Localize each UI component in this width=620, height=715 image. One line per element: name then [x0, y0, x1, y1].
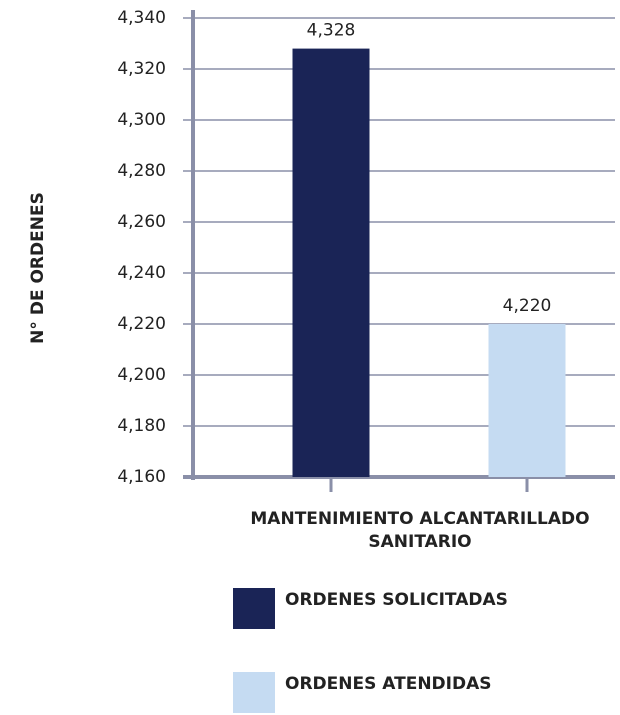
y-tick-label: 4,280 [117, 161, 166, 181]
bar [292, 48, 370, 477]
legend-swatch [233, 588, 275, 629]
y-tick-label: 4,160 [117, 467, 166, 487]
legend-swatch [233, 672, 275, 713]
legend-label: ORDENES SOLICITADAS [285, 590, 508, 610]
value-label: 4,220 [503, 296, 552, 316]
y-tick-label: 4,240 [117, 263, 166, 283]
y-tick-label: 4,220 [117, 314, 166, 334]
y-tick-label: 4,340 [117, 8, 166, 28]
y-tick-label: 4,200 [117, 365, 166, 385]
y-tick-label: 4,300 [117, 110, 166, 130]
y-tick-label: 4,260 [117, 212, 166, 232]
y-tick-label: 4,320 [117, 59, 166, 79]
bar [488, 324, 566, 477]
legend-label: ORDENES ATENDIDAS [285, 674, 492, 694]
y-axis-label: N° DE ORDENES [28, 192, 48, 344]
value-label: 4,328 [307, 21, 356, 41]
y-tick-label: 4,180 [117, 416, 166, 436]
x-tick-label: MANTENIMIENTO ALCANTARILLADO SANITARIO [250, 509, 590, 552]
